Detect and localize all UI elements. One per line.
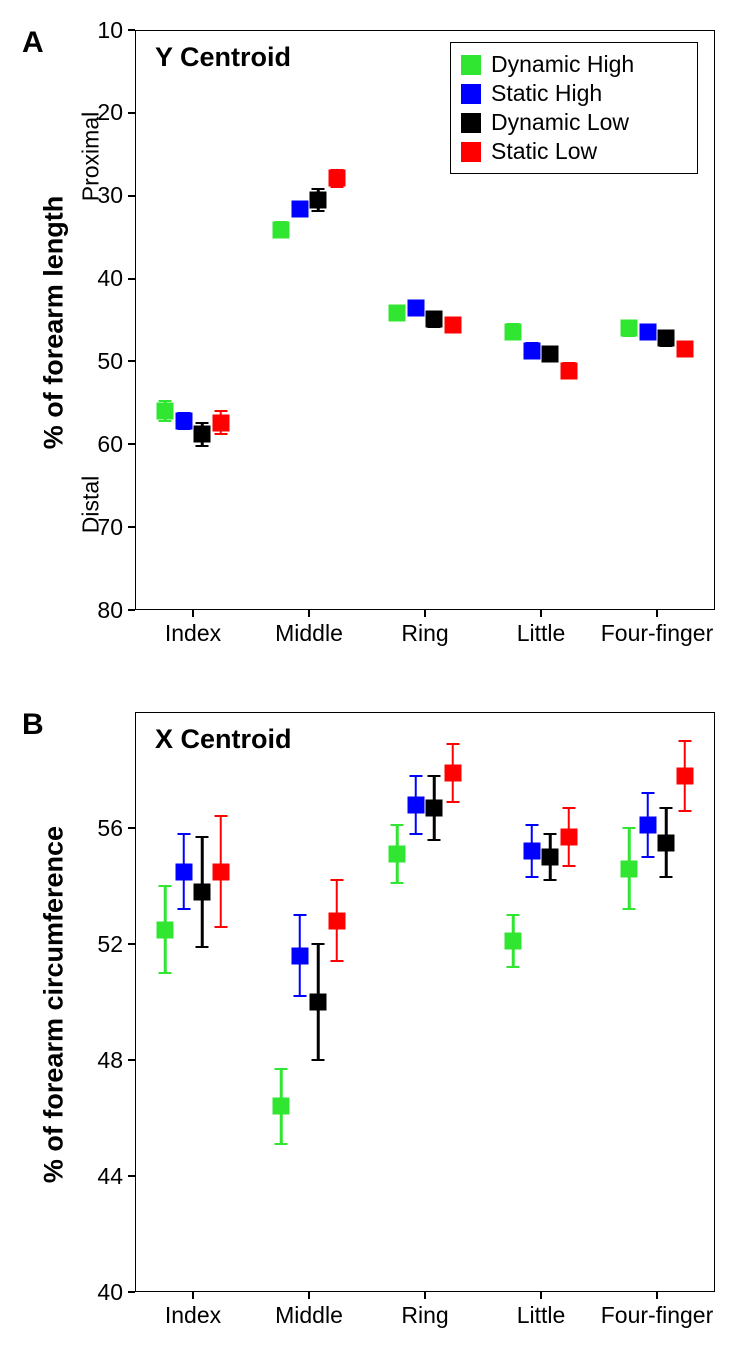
figure-root: A Y Centroid % of forearm length Dynamic… <box>0 0 756 1352</box>
y-tick <box>128 443 135 445</box>
legend-swatch <box>461 113 481 133</box>
y-tick-label: 56 <box>97 815 123 842</box>
x-tick <box>308 1292 310 1299</box>
legend-item: Static Low <box>461 138 687 165</box>
x-tick <box>540 1292 542 1299</box>
panel-b-ylabel: % of forearm circumference <box>38 714 69 1294</box>
x-tick-label: Ring <box>365 1302 485 1329</box>
legend-swatch <box>461 142 481 162</box>
panel-a-title: Y Centroid <box>155 42 291 73</box>
legend-swatch <box>461 84 481 104</box>
x-tick-label: Ring <box>365 620 485 647</box>
x-tick <box>308 610 310 617</box>
x-tick <box>656 610 658 617</box>
y-tick-label: 80 <box>97 597 123 624</box>
y-tick <box>128 1059 135 1061</box>
panel-b-title: X Centroid <box>155 724 292 755</box>
y-tick-label: 40 <box>97 1279 123 1306</box>
x-tick-label: Four-finger <box>597 1302 717 1329</box>
legend-label: Dynamic Low <box>491 109 629 136</box>
x-tick-label: Middle <box>249 620 369 647</box>
y-tick <box>128 278 135 280</box>
y-tick-label: 50 <box>97 348 123 375</box>
x-tick <box>192 610 194 617</box>
y-tick <box>128 943 135 945</box>
y-tick <box>128 360 135 362</box>
legend: Dynamic HighStatic HighDynamic LowStatic… <box>450 42 698 174</box>
y-tick <box>128 112 135 114</box>
x-tick <box>424 610 426 617</box>
x-tick-label: Middle <box>249 1302 369 1329</box>
legend-label: Dynamic High <box>491 51 634 78</box>
y-tick-label: 40 <box>97 265 123 292</box>
legend-item: Dynamic High <box>461 51 687 78</box>
y-tick <box>128 609 135 611</box>
y-tick <box>128 526 135 528</box>
y-tick-label: 44 <box>97 1163 123 1190</box>
y-tick-label: 10 <box>97 17 123 44</box>
x-tick <box>656 1292 658 1299</box>
legend-item: Dynamic Low <box>461 109 687 136</box>
y-tick <box>128 195 135 197</box>
y-tick <box>128 1175 135 1177</box>
x-tick <box>192 1292 194 1299</box>
x-tick <box>424 1292 426 1299</box>
y-tick <box>128 827 135 829</box>
x-tick-label: Little <box>481 620 601 647</box>
x-tick-label: Four-finger <box>597 620 717 647</box>
legend-item: Static High <box>461 80 687 107</box>
y-tick-label: 52 <box>97 931 123 958</box>
y-tick-label: 48 <box>97 1047 123 1074</box>
x-tick-label: Little <box>481 1302 601 1329</box>
panel-a-ylabel: % of forearm length <box>38 32 69 612</box>
y-tick <box>128 1291 135 1293</box>
legend-label: Static High <box>491 80 602 107</box>
legend-label: Static Low <box>491 138 597 165</box>
x-tick-label: Index <box>133 1302 253 1329</box>
secondary-axis-label: Proximal <box>77 76 104 236</box>
x-tick <box>540 610 542 617</box>
legend-swatch <box>461 55 481 75</box>
secondary-axis-label: Distal <box>77 424 104 584</box>
x-tick-label: Index <box>133 620 253 647</box>
y-tick <box>128 29 135 31</box>
